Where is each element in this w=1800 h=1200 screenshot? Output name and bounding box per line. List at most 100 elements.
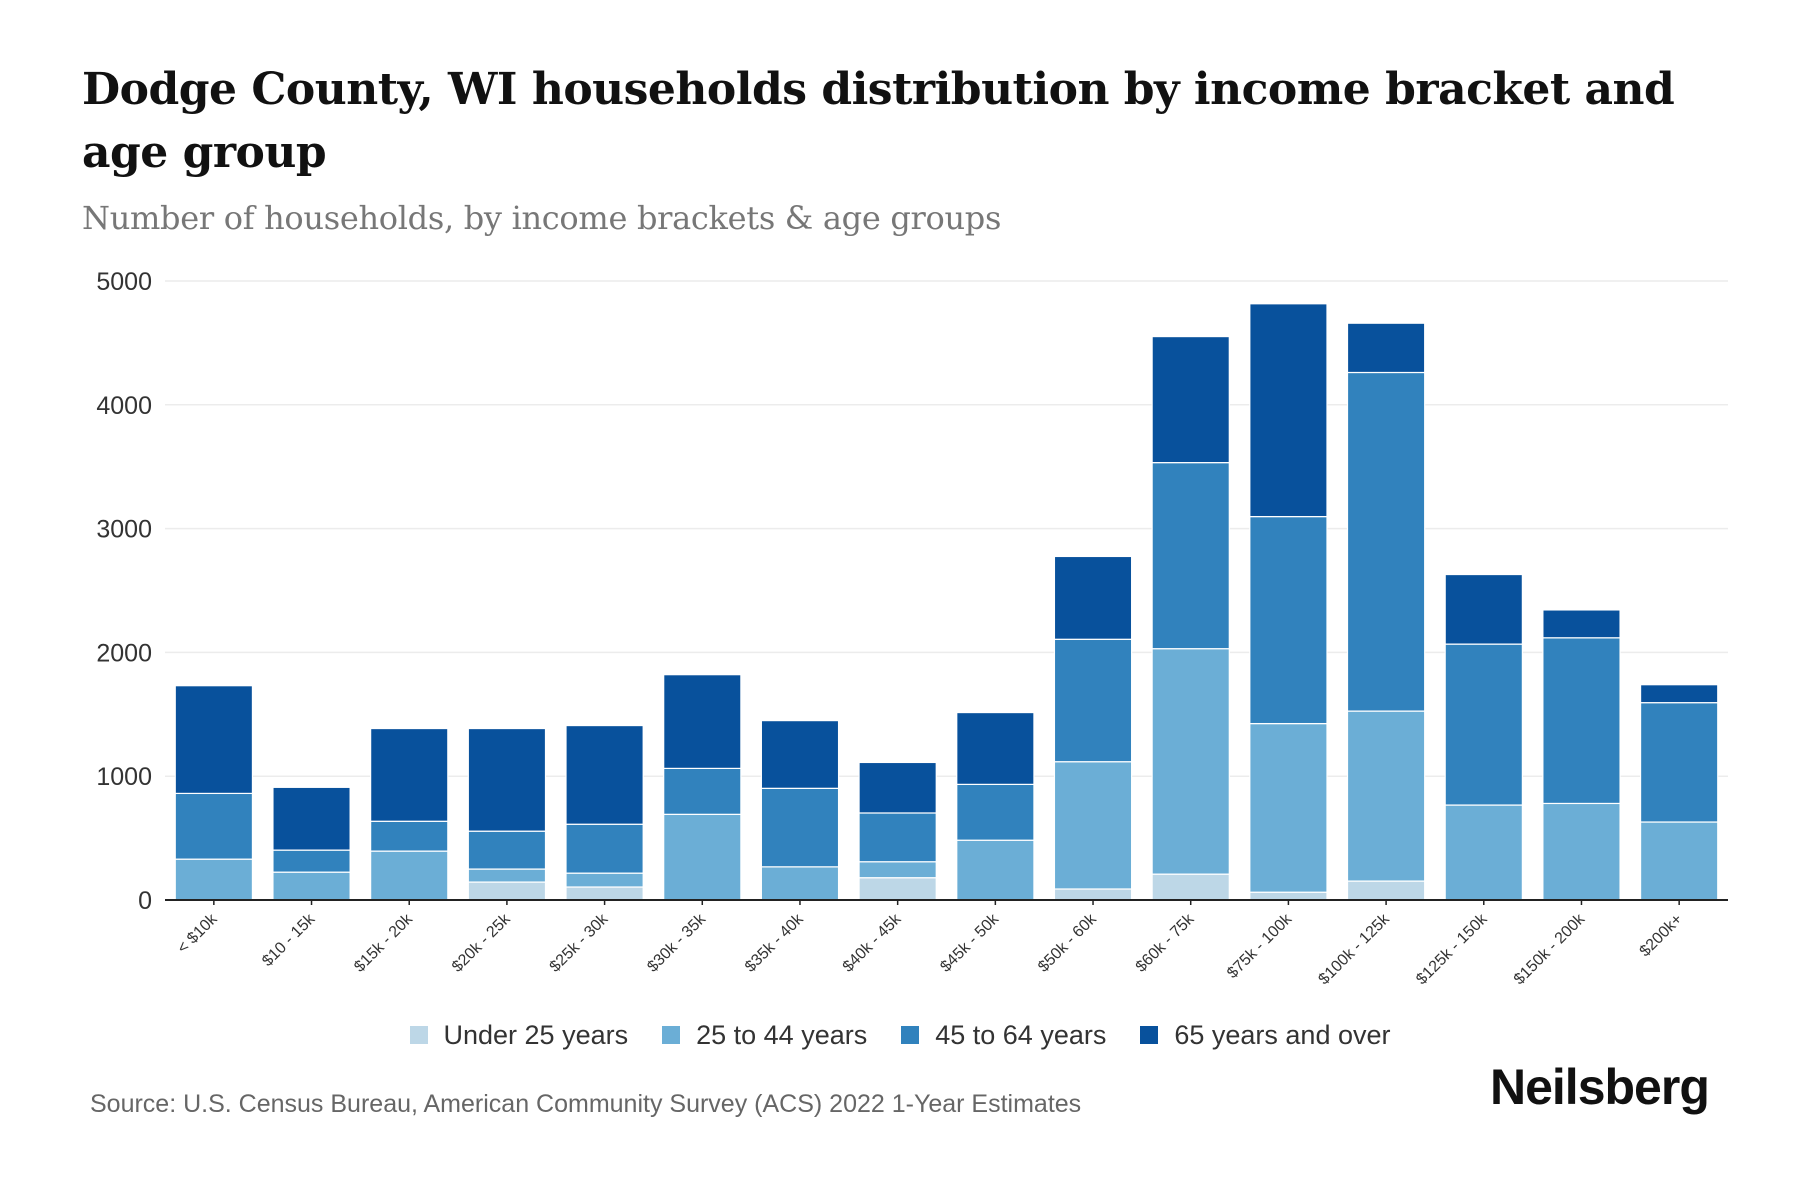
bar-segment[interactable] [663,767,742,815]
bar-segment[interactable] [174,685,254,795]
bar-segment[interactable] [1151,462,1230,650]
bar-stack [1249,303,1328,901]
bar-segment[interactable] [1444,573,1523,645]
bar-segment[interactable] [1249,891,1328,901]
bar-segment[interactable] [467,881,547,901]
y-tick-label: 5000 [96,268,152,296]
bar-segment[interactable] [1542,609,1621,639]
bar-stack [370,727,449,901]
x-tick-label: $200k+ [1637,911,1686,960]
bar-segment[interactable] [760,866,840,901]
bar-stack [663,674,742,901]
bar-stack [858,761,937,901]
y-tick-label: 4000 [96,392,152,420]
bar-segment[interactable] [1639,821,1719,901]
bar-stack [1542,609,1621,901]
legend-item-45-to-64[interactable]: 45 to 64 years [901,1016,1106,1054]
bar-segment[interactable] [1346,880,1426,901]
bar-segment[interactable] [1053,888,1133,901]
bar-segment[interactable] [1346,710,1426,882]
bar-segment[interactable] [1249,303,1328,518]
bar-segment[interactable] [174,858,254,901]
neilsberg-logo[interactable]: Neilsberg [1490,1059,1710,1115]
source-note: Source: U.S. Census Bureau, American Com… [90,1090,1082,1118]
bar-segment[interactable] [370,850,449,901]
bar-segment[interactable] [1249,515,1328,725]
bar-stack [565,724,644,901]
bar-segment[interactable] [1639,702,1719,823]
bar-stack [1053,555,1133,901]
bar-segment[interactable] [858,861,937,879]
bar-segment[interactable] [467,830,547,870]
x-tick-label: < $10k [174,910,221,957]
bar-segment[interactable] [1444,804,1523,901]
legend-swatch-icon [1140,1026,1159,1044]
legend-item-25-to-44[interactable]: 25 to 44 years [662,1016,867,1054]
bar-stack [1151,335,1230,901]
bar-segment[interactable] [1053,555,1133,640]
x-tick-label: $75k - 100k [1224,910,1296,982]
legend-item-under-25[interactable]: Under 25 years [409,1016,628,1054]
legend-label: 65 years and over [1174,1020,1391,1050]
x-tick-label: $20k - 25k [449,910,515,976]
x-tick-label: $25k - 30k [547,910,613,976]
bar-segment[interactable] [1346,322,1426,374]
bar-segment[interactable] [760,787,840,868]
x-tick-label: $125k - 150k [1413,910,1491,988]
bar-segment[interactable] [272,849,351,873]
bar-segment[interactable] [663,813,742,901]
bar-segment[interactable] [1542,802,1621,901]
bar-segment[interactable] [565,886,644,901]
bar-segment[interactable] [1249,722,1328,893]
bar-segment[interactable] [858,877,937,901]
chart-subtitle: Number of households, by income brackets… [82,199,1002,237]
bar-segment[interactable] [174,792,254,860]
legend-label: 45 to 64 years [935,1020,1107,1050]
bar-segment[interactable] [1346,371,1426,712]
x-tick-label: $150k - 200k [1511,910,1589,988]
x-tick-label: $50k - 60k [1035,910,1101,976]
bar-segment[interactable] [1542,637,1621,805]
bar-segment[interactable] [956,839,1035,901]
bar-segment[interactable] [565,724,644,825]
bar-segment[interactable] [370,727,449,822]
legend-label: 25 to 44 years [696,1020,868,1050]
x-tick-label: $35k - 40k [742,910,808,976]
bars [174,303,1719,901]
bar-segment[interactable] [1444,643,1523,806]
bar-segment[interactable] [272,786,351,851]
bar-segment[interactable] [760,720,840,789]
bar-segment[interactable] [467,868,547,883]
bar-segment[interactable] [1151,648,1230,875]
x-tick-label: $45k - 50k [937,910,1003,976]
y-tick-label: 1000 [96,763,152,791]
bar-segment[interactable] [370,820,449,852]
bar-stack [1639,684,1719,901]
bar-segment[interactable] [956,783,1035,841]
bar-stack [1444,573,1523,901]
x-tick-label: $15k - 20k [351,910,417,976]
x-tick-label: $40k - 45k [840,910,906,976]
legend-swatch-icon [662,1026,681,1044]
bar-segment[interactable] [858,761,937,814]
y-tick-label: 3000 [96,516,152,544]
bar-segment[interactable] [565,823,644,874]
x-tick-label: $100k - 125k [1315,910,1393,988]
x-tick-label: $60k - 75k [1133,910,1199,976]
bar-segment[interactable] [663,674,742,770]
legend-swatch-icon [409,1026,428,1044]
bar-segment[interactable] [858,812,937,863]
bar-stack [956,711,1035,901]
bar-segment[interactable] [956,711,1035,785]
x-tick-label: $30k - 35k [644,910,710,976]
bar-segment[interactable] [1053,638,1133,763]
legend-item-65-and-over[interactable]: 65 years and over [1140,1016,1391,1054]
bar-segment[interactable] [1053,761,1133,890]
bar-segment[interactable] [565,872,644,888]
bar-segment[interactable] [1639,684,1719,704]
bar-segment[interactable] [467,727,547,832]
bar-segment[interactable] [1151,873,1230,901]
bar-segment[interactable] [272,871,351,901]
bar-segment[interactable] [1151,335,1230,464]
